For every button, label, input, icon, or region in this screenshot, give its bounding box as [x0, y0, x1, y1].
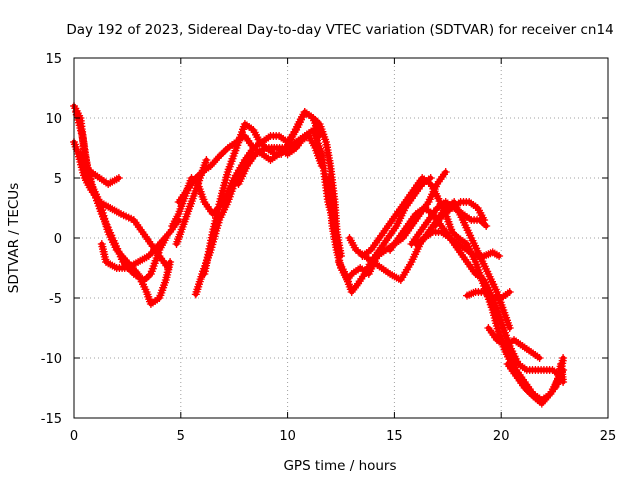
- plus-markers: [407, 198, 491, 248]
- y-tick-label: -15: [41, 412, 62, 427]
- x-tick-label: 5: [177, 429, 185, 444]
- x-tick-label: 25: [600, 429, 617, 444]
- y-tick-label: 0: [54, 232, 62, 247]
- series-pass-18: [407, 198, 491, 248]
- plus-markers: [200, 108, 345, 278]
- data-traces: [70, 102, 568, 408]
- series-pass-11: [234, 132, 309, 188]
- chart-title: Day 192 of 2023, Sidereal Day-to-day VTE…: [66, 22, 613, 38]
- x-tick-label: 0: [70, 429, 78, 444]
- x-axis-label: GPS time / hours: [283, 458, 396, 474]
- series-pass-13: [334, 174, 435, 296]
- x-tick-label: 10: [279, 429, 296, 444]
- series-pass-17: [411, 228, 504, 260]
- plus-markers: [431, 198, 489, 230]
- x-tick-label: 20: [493, 429, 510, 444]
- grid-lines: [74, 58, 608, 418]
- plus-markers: [463, 288, 514, 302]
- plus-markers: [76, 150, 123, 188]
- plus-markers: [334, 174, 435, 296]
- axis-ticks: [73, 57, 609, 419]
- y-tick-label: -10: [41, 352, 62, 367]
- series-pass-3: [72, 108, 170, 284]
- plus-markers: [72, 108, 170, 284]
- y-tick-label: 5: [54, 172, 62, 187]
- x-tick-label: 15: [386, 429, 403, 444]
- y-tick-label: -5: [49, 292, 62, 307]
- series-pass-24: [550, 360, 568, 392]
- y-tick-labels: 15 10 5 0 -5 -10 -15: [41, 52, 62, 427]
- plus-markers: [234, 132, 309, 188]
- plus-markers: [550, 360, 568, 392]
- plot-frame: [73, 57, 609, 419]
- series-line: [71, 103, 173, 307]
- series-pass-20: [463, 288, 514, 302]
- y-tick-label: 10: [45, 112, 62, 127]
- series-pass-19: [431, 198, 489, 230]
- x-tick-labels: 0 5 10 15 20 25: [70, 429, 616, 444]
- series-pass-4: [76, 150, 123, 188]
- plus-markers: [411, 228, 504, 260]
- y-axis-label: SDTVAR / TECUs: [6, 183, 22, 293]
- y-tick-label: 15: [45, 52, 62, 67]
